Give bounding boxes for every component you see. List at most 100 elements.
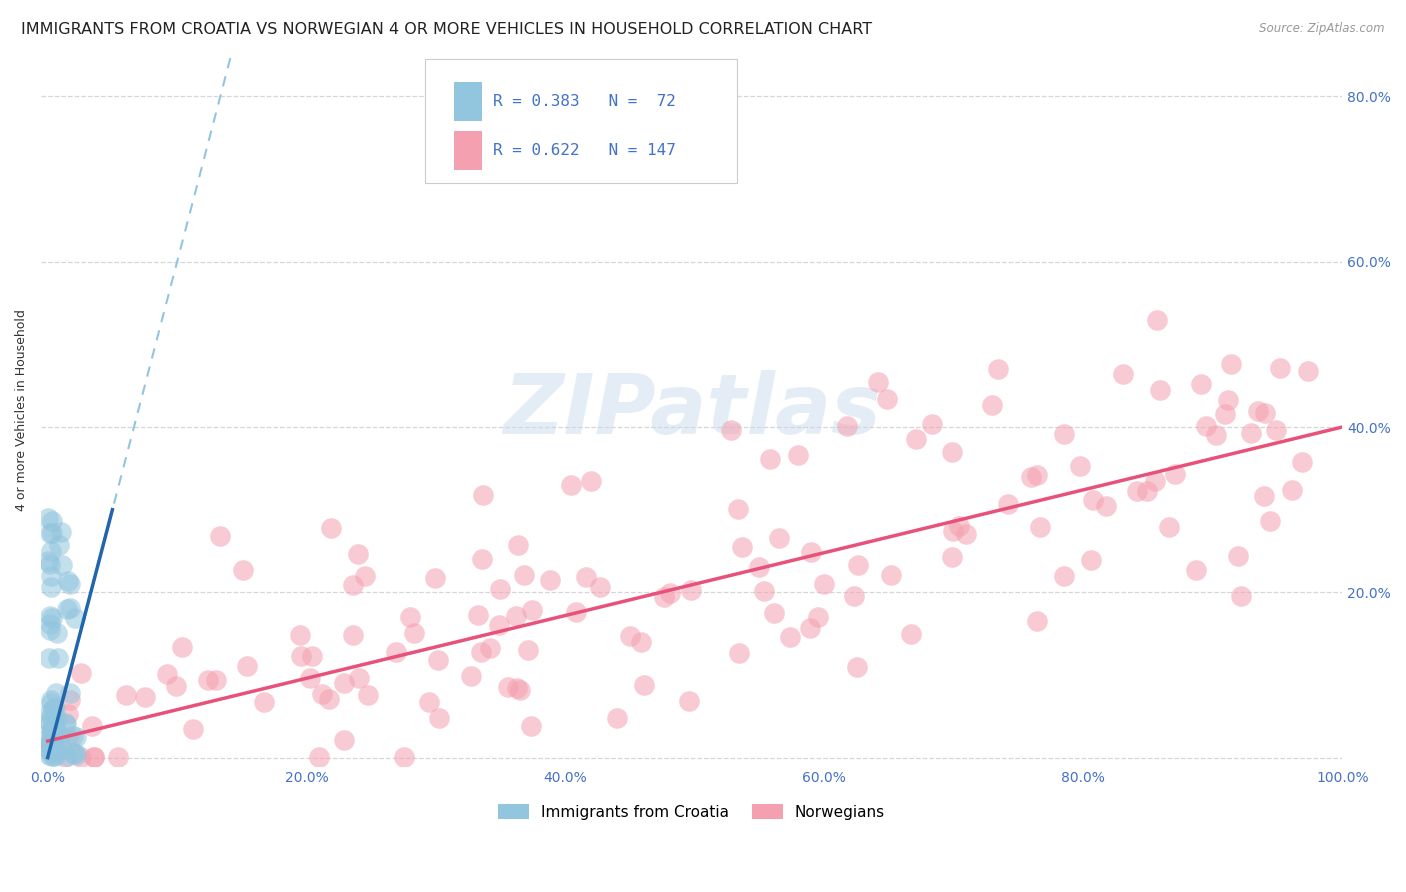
Point <box>55 717 77 731</box>
Point <box>787 448 810 462</box>
Point <box>53 716 76 731</box>
Point <box>51 558 73 573</box>
Point <box>82 719 104 733</box>
Point <box>1164 467 1187 482</box>
Point <box>1227 549 1250 563</box>
Point <box>807 609 830 624</box>
Point <box>394 749 416 764</box>
Point <box>1053 569 1076 583</box>
Point <box>398 610 420 624</box>
Point <box>70 749 93 764</box>
Point <box>48 651 70 665</box>
Point <box>1281 483 1303 497</box>
Point <box>470 645 492 659</box>
Point <box>290 649 312 664</box>
Point <box>45 685 67 699</box>
Point <box>496 681 519 695</box>
Text: R = 0.383   N =  72: R = 0.383 N = 72 <box>492 94 675 109</box>
Point <box>56 707 79 722</box>
Point <box>488 618 510 632</box>
Point <box>779 630 801 644</box>
Point <box>232 563 254 577</box>
Point <box>1247 404 1270 418</box>
Point <box>236 659 259 673</box>
Point <box>941 550 963 565</box>
Point <box>720 424 742 438</box>
Point <box>955 527 977 541</box>
Point <box>59 685 82 699</box>
Point <box>51 742 73 756</box>
Point <box>1019 470 1042 484</box>
Point <box>41 514 63 528</box>
Point <box>39 568 62 582</box>
Point <box>1080 553 1102 567</box>
Point <box>1254 406 1277 420</box>
Point <box>318 691 340 706</box>
Point <box>981 398 1004 412</box>
Point <box>606 711 628 725</box>
Point <box>678 694 700 708</box>
Point <box>1268 361 1291 376</box>
Point <box>1230 589 1253 603</box>
Point <box>45 625 67 640</box>
Text: ZIPatlas: ZIPatlas <box>503 370 880 451</box>
Point <box>41 610 63 624</box>
Point <box>402 625 425 640</box>
Point <box>1195 419 1218 434</box>
Point <box>727 502 749 516</box>
Text: Source: ZipAtlas.com: Source: ZipAtlas.com <box>1260 22 1385 36</box>
Point <box>301 648 323 663</box>
Point <box>197 673 219 688</box>
Point <box>1157 520 1180 534</box>
Point <box>513 568 536 582</box>
Point <box>560 478 582 492</box>
Point <box>39 723 62 738</box>
Point <box>1126 484 1149 499</box>
Point <box>1083 492 1105 507</box>
Point <box>83 749 105 764</box>
Point <box>1218 393 1240 408</box>
Point <box>347 671 370 685</box>
Point <box>49 524 72 539</box>
Point <box>1213 407 1236 421</box>
Point <box>59 601 82 615</box>
Point <box>165 679 187 693</box>
Point <box>1144 474 1167 488</box>
Point <box>333 733 356 747</box>
Point <box>846 660 869 674</box>
Point <box>37 554 59 568</box>
Point <box>517 642 540 657</box>
Point <box>39 693 62 707</box>
Point <box>41 736 63 750</box>
Point <box>800 545 823 559</box>
Point <box>748 560 770 574</box>
Point <box>427 653 450 667</box>
Point <box>876 392 898 407</box>
Point <box>1220 358 1243 372</box>
Point <box>731 540 754 554</box>
Point <box>758 452 780 467</box>
Point <box>565 605 588 619</box>
Point <box>472 488 495 502</box>
Point <box>45 710 67 724</box>
Point <box>44 728 66 742</box>
Point <box>342 578 364 592</box>
Point <box>42 748 65 763</box>
Point <box>332 676 354 690</box>
Point <box>63 746 86 760</box>
Point <box>39 708 62 723</box>
Point <box>1026 468 1049 483</box>
Point <box>48 538 70 552</box>
Point <box>45 743 67 757</box>
Point <box>56 601 79 615</box>
Point <box>575 569 598 583</box>
Point <box>39 526 62 541</box>
Point <box>654 590 676 604</box>
Point <box>1291 455 1313 469</box>
Point <box>460 669 482 683</box>
Point <box>308 749 330 764</box>
Point <box>879 568 901 582</box>
Point <box>39 609 62 624</box>
Point <box>519 719 541 733</box>
Point <box>107 749 129 764</box>
